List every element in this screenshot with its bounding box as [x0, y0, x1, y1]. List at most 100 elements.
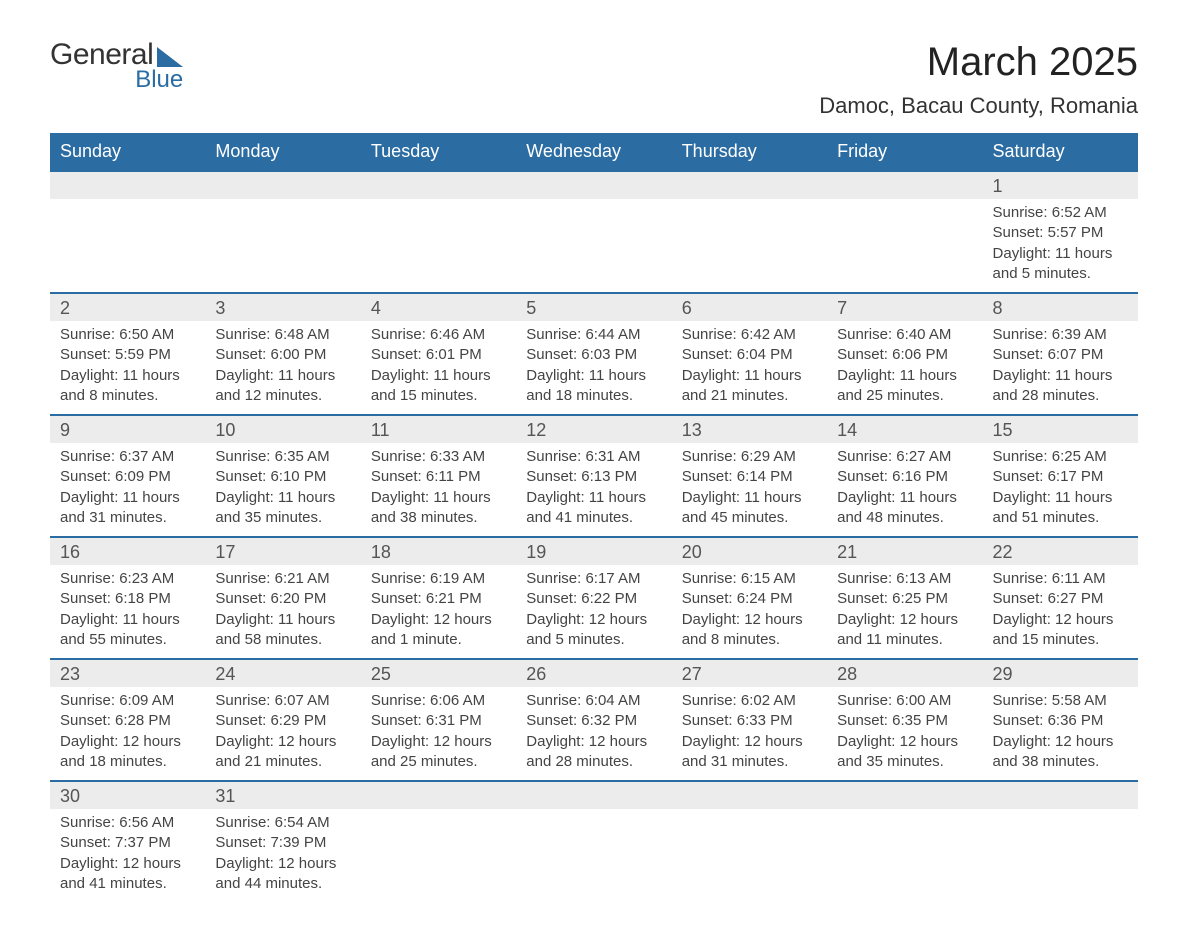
- day-details-cell: Sunrise: 6:06 AMSunset: 6:31 PMDaylight:…: [361, 687, 516, 781]
- sunset-line: Sunset: 6:29 PM: [215, 712, 326, 729]
- sunrise-line: Sunrise: 6:46 AM: [371, 326, 485, 343]
- day-details-row: Sunrise: 6:09 AMSunset: 6:28 PMDaylight:…: [50, 687, 1138, 781]
- day-number-row: 16171819202122: [50, 537, 1138, 565]
- daylight-line: Daylight: 12 hours and 11 minutes.: [837, 611, 958, 648]
- sunrise-line: Sunrise: 6:07 AM: [215, 692, 329, 709]
- day-number-cell: 19: [516, 537, 671, 565]
- sunset-line: Sunset: 6:01 PM: [371, 346, 482, 363]
- day-details-cell: [827, 809, 982, 902]
- daylight-line: Daylight: 11 hours and 31 minutes.: [60, 489, 180, 526]
- day-number-cell: 4: [361, 293, 516, 321]
- day-details-cell: Sunrise: 6:56 AMSunset: 7:37 PMDaylight:…: [50, 809, 205, 902]
- day-number-cell: [516, 781, 671, 809]
- day-details-cell: Sunrise: 6:02 AM Sunset: 6:33 PM Daylight:…: [672, 687, 827, 781]
- daylight-line: Daylight: 11 hours and 48 minutes.: [837, 489, 957, 526]
- day-number-cell: 7: [827, 293, 982, 321]
- day-details-cell: Sunrise: 6:50 AMSunset: 5:59 PMDaylight:…: [50, 321, 205, 415]
- daylight-line: Daylight: 12 hours and 28 minutes.: [526, 733, 647, 770]
- day-details-cell: [50, 199, 205, 293]
- sunrise-line: Sunrise: 6:17 AM: [526, 570, 640, 587]
- sunrise-line: Sunrise: 6:02 AM: [682, 692, 796, 709]
- logo-word-blue: Blue: [132, 68, 183, 92]
- day-details-cell: Sunrise: 6:11 AMSunset: 6:27 PMDaylight:…: [983, 565, 1138, 659]
- sunset-line: Sunset: 6:20 PM: [215, 590, 326, 607]
- day-number-cell: 5: [516, 293, 671, 321]
- day-number-cell: 25: [361, 659, 516, 687]
- sunset-line: Sunset: 6:33 PM: [682, 712, 793, 729]
- day-number-row: 9101112131415: [50, 415, 1138, 443]
- sunset-line: Sunset: 6:09 PM: [60, 468, 171, 485]
- day-details-cell: Sunrise: 6:42 AMSunset: 6:04 PMDaylight:…: [672, 321, 827, 415]
- sunset-line: Sunset: 6:24 PM: [682, 590, 793, 607]
- logo: General Blue: [50, 40, 183, 92]
- sunset-line: Sunset: 6:36 PM: [993, 712, 1104, 729]
- day-number-cell: 29: [983, 659, 1138, 687]
- sunrise-line: Sunrise: 6:39 AM: [993, 326, 1107, 343]
- daylight-line: Daylight: 11 hours and 21 minutes.: [682, 367, 802, 404]
- sunset-line: Sunset: 6:14 PM: [682, 468, 793, 485]
- day-details-cell: Sunrise: 6:19 AMSunset: 6:21 PMDaylight:…: [361, 565, 516, 659]
- weekday-header: Friday: [827, 133, 982, 171]
- sunrise-line: Sunrise: 6:11 AM: [993, 570, 1106, 587]
- day-details-cell: Sunrise: 6:25 AMSunset: 6:17 PMDaylight:…: [983, 443, 1138, 537]
- day-number-cell: 18: [361, 537, 516, 565]
- daylight-line: Daylight: 12 hours and 21 minutes.: [215, 733, 336, 770]
- day-details-cell: Sunrise: 6:54 AMSunset: 7:39 PMDaylight:…: [205, 809, 360, 902]
- sunrise-line: Sunrise: 6:23 AM: [60, 570, 174, 587]
- day-details-cell: [205, 199, 360, 293]
- daylight-line: Daylight: 12 hours and 25 minutes.: [371, 733, 492, 770]
- day-number-cell: 30: [50, 781, 205, 809]
- sunset-line: Sunset: 6:06 PM: [837, 346, 948, 363]
- day-details-cell: Sunrise: 5:58 AMSunset: 6:36 PMDaylight:…: [983, 687, 1138, 781]
- daylight-line: Daylight: 11 hours and 18 minutes.: [526, 367, 646, 404]
- day-details-cell: Sunrise: 6:17 AMSunset: 6:22 PMDaylight:…: [516, 565, 671, 659]
- day-details-cell: Sunrise: 6:37 AMSunset: 6:09 PMDaylight:…: [50, 443, 205, 537]
- day-number-cell: [827, 781, 982, 809]
- sunrise-line: Sunrise: 6:27 AM: [837, 448, 951, 465]
- sunrise-line: Sunrise: 6:40 AM: [837, 326, 951, 343]
- sunset-line: Sunset: 7:39 PM: [215, 834, 326, 851]
- daylight-line: Daylight: 12 hours and 44 minutes.: [215, 855, 336, 892]
- day-details-cell: [672, 199, 827, 293]
- day-number-cell: [672, 171, 827, 199]
- day-number-cell: 11: [361, 415, 516, 443]
- daylight-line: Daylight: 12 hours and 41 minutes.: [60, 855, 181, 892]
- daylight-line: Daylight: 11 hours and 45 minutes.: [682, 489, 802, 526]
- day-details-cell: Sunrise: 6:33 AMSunset: 6:11 PMDaylight:…: [361, 443, 516, 537]
- daylight-line: Daylight: 11 hours and 38 minutes.: [371, 489, 491, 526]
- day-details-cell: Sunrise: 6:40 AM Sunset: 6:06 PM Daylight:…: [827, 321, 982, 415]
- sunrise-line: Sunrise: 6:04 AM: [526, 692, 640, 709]
- day-details-cell: Sunrise: 6:07 AM Sunset: 6:29 PM Daylight:…: [205, 687, 360, 781]
- day-details-cell: Sunrise: 6:31 AMSunset: 6:13 PMDaylight:…: [516, 443, 671, 537]
- sunrise-line: Sunrise: 6:29 AM: [682, 448, 796, 465]
- day-number-cell: 8: [983, 293, 1138, 321]
- sunset-line: Sunset: 6:21 PM: [371, 590, 482, 607]
- day-number-cell: 13: [672, 415, 827, 443]
- day-details-cell: Sunrise: 6:35 AMSunset: 6:10 PMDaylight:…: [205, 443, 360, 537]
- sunset-line: Sunset: 6:03 PM: [526, 346, 637, 363]
- sunset-line: Sunset: 6:00 PM: [215, 346, 326, 363]
- daylight-line: Daylight: 12 hours and 8 minutes.: [682, 611, 803, 648]
- day-number-cell: 15: [983, 415, 1138, 443]
- day-number-row: 23242526272829: [50, 659, 1138, 687]
- sunset-line: Sunset: 6:11 PM: [371, 468, 481, 485]
- header: General Blue March 2025 Damoc, Bacau Cou…: [50, 40, 1138, 119]
- daylight-line: Daylight: 12 hours and 5 minutes.: [526, 611, 647, 648]
- month-title: March 2025: [819, 40, 1138, 85]
- sunset-line: Sunset: 6:17 PM: [993, 468, 1104, 485]
- day-details-cell: Sunrise: 6:39 AMSunset: 6:07 PMDaylight:…: [983, 321, 1138, 415]
- sunrise-line: Sunrise: 6:13 AM: [837, 570, 951, 587]
- sunrise-line: Sunrise: 6:06 AM: [371, 692, 485, 709]
- day-details-cell: Sunrise: 6:29 AM Sunset: 6:14 PM Daylight:…: [672, 443, 827, 537]
- daylight-line: Daylight: 11 hours and 51 minutes.: [993, 489, 1113, 526]
- weekday-header: Sunday: [50, 133, 205, 171]
- sunrise-line: Sunrise: 6:00 AM: [837, 692, 951, 709]
- day-number-cell: 6: [672, 293, 827, 321]
- daylight-line: Daylight: 11 hours and 25 minutes.: [837, 367, 957, 404]
- day-number-cell: 1: [983, 171, 1138, 199]
- daylight-line: Daylight: 12 hours and 38 minutes.: [993, 733, 1114, 770]
- sunset-line: Sunset: 6:28 PM: [60, 712, 171, 729]
- sunrise-line: Sunrise: 6:15 AM: [682, 570, 796, 587]
- day-number-cell: [983, 781, 1138, 809]
- daylight-line: Daylight: 12 hours and 31 minutes.: [682, 733, 803, 770]
